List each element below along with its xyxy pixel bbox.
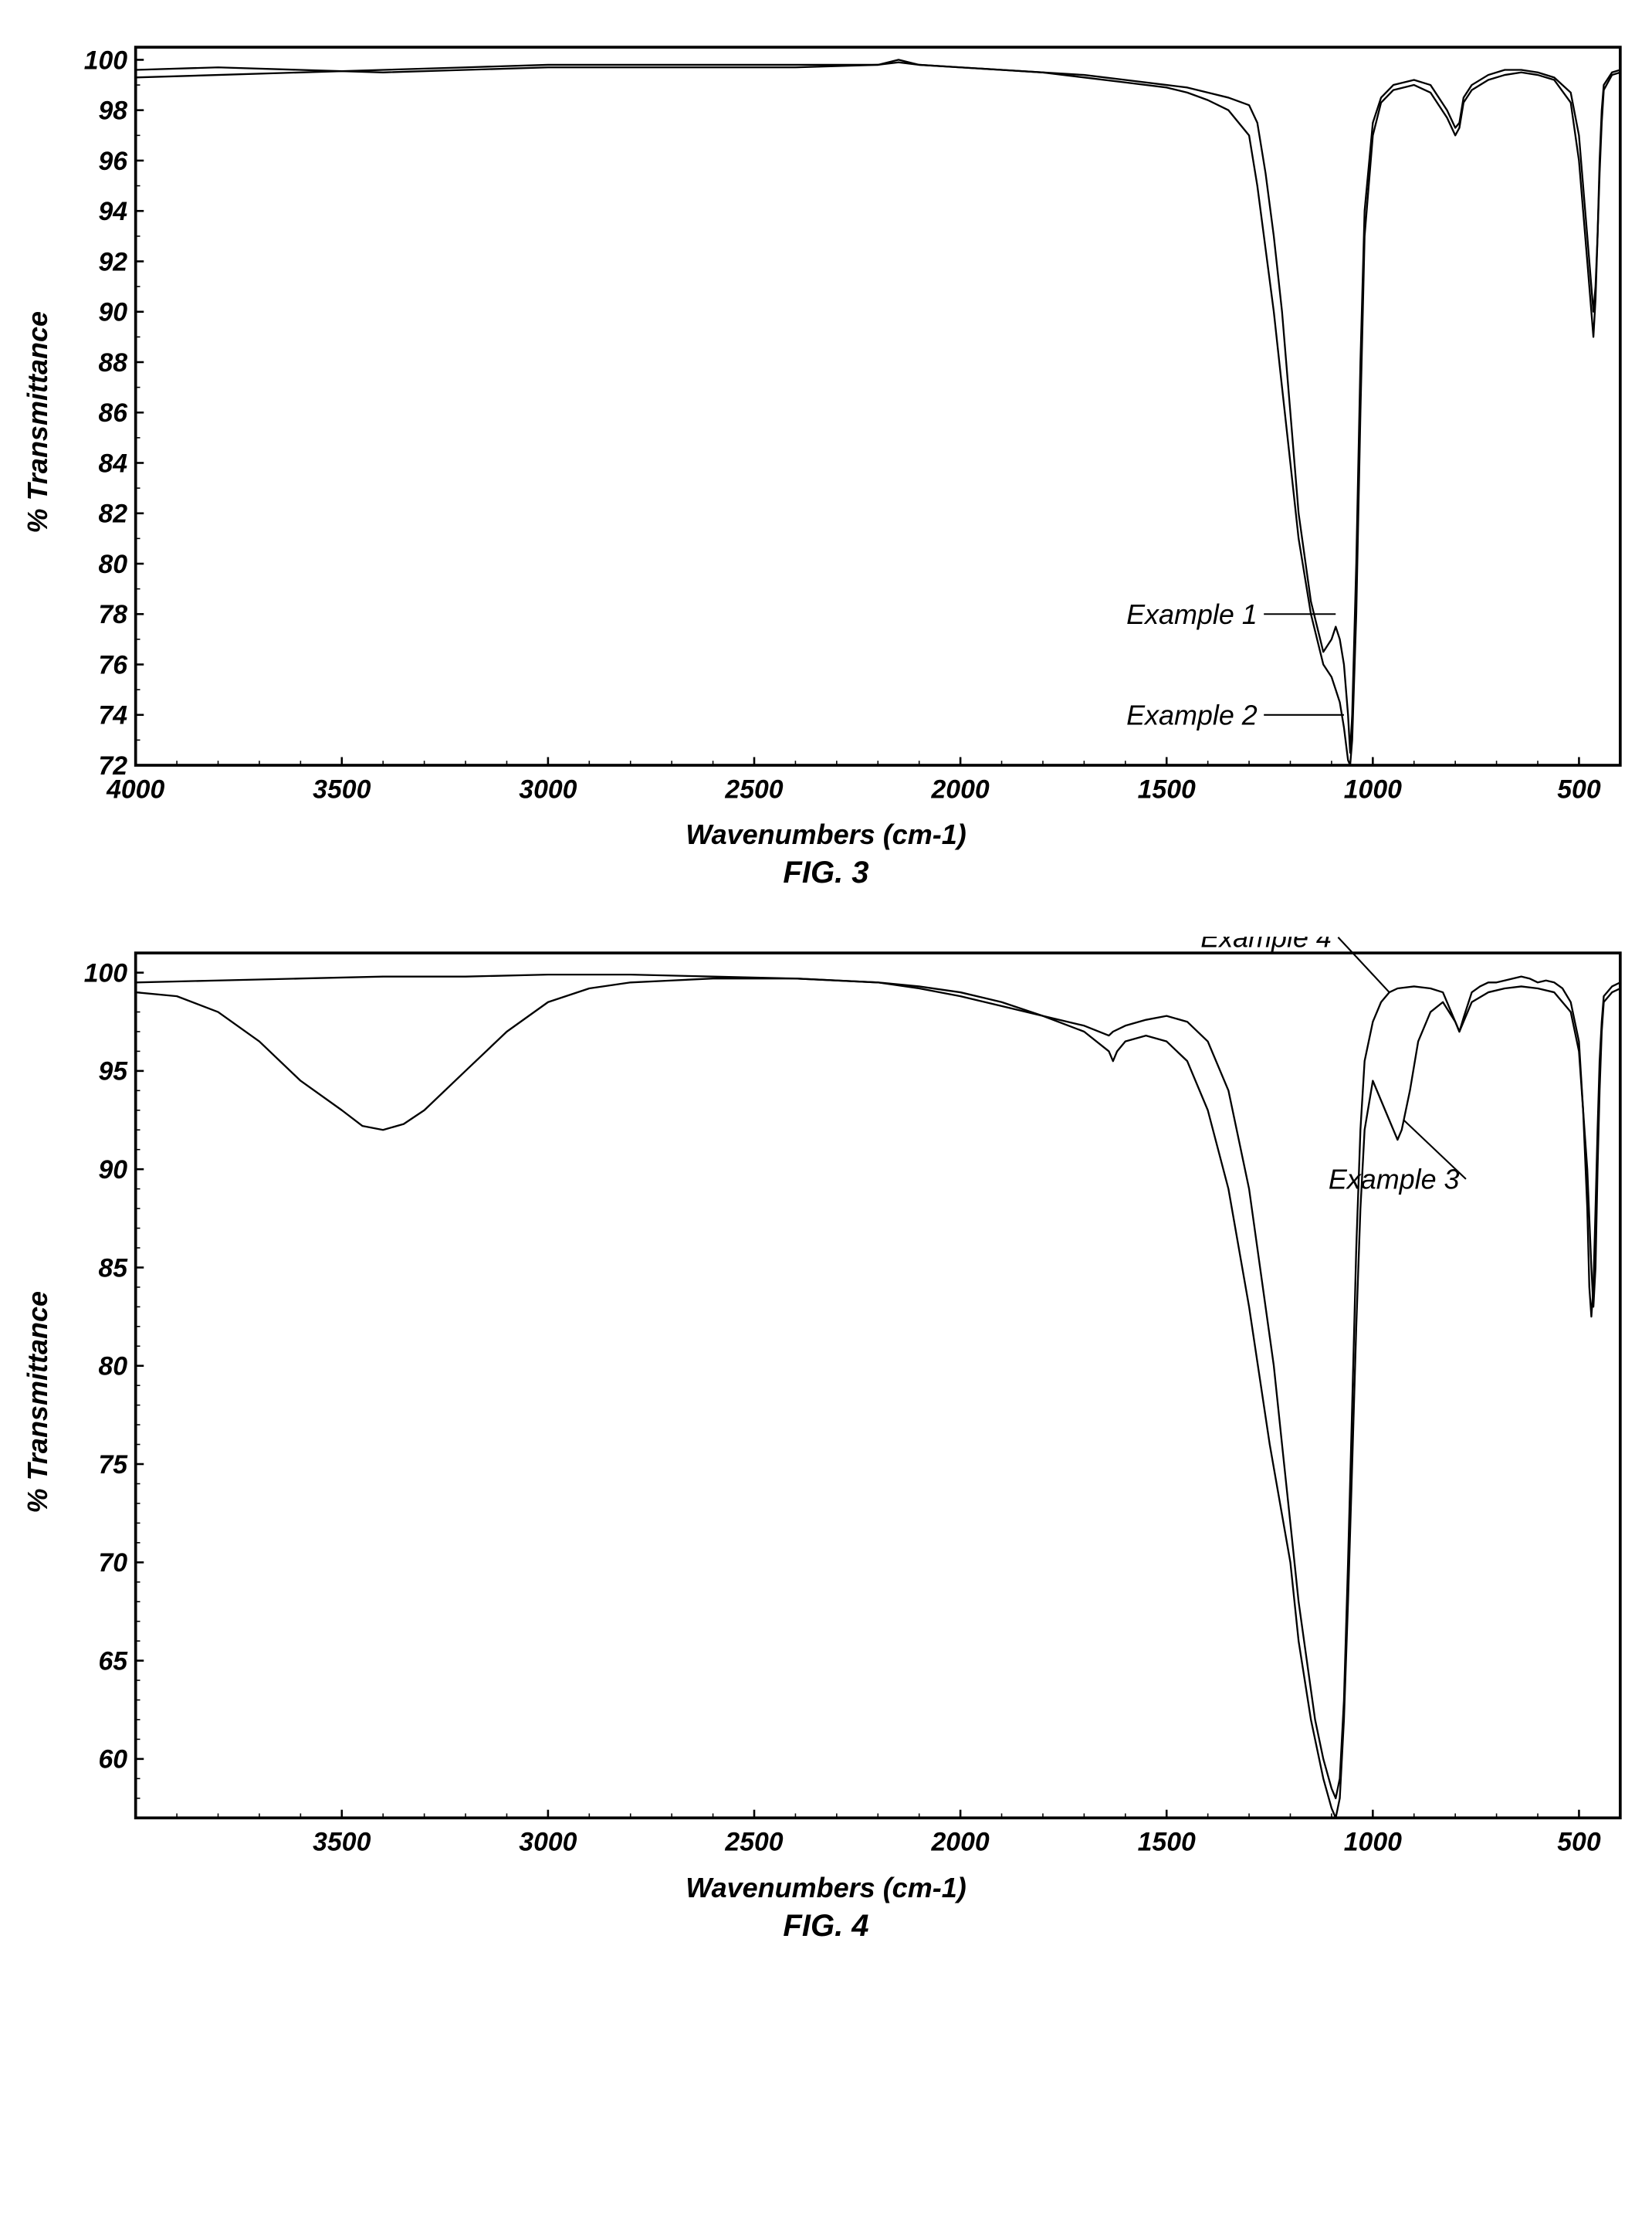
- svg-text:2500: 2500: [724, 1828, 783, 1857]
- svg-text:86: 86: [99, 398, 128, 428]
- svg-text:70: 70: [99, 1549, 128, 1578]
- figure-3-caption: FIG. 3: [783, 856, 868, 890]
- figure-4-svg: 3500 3000 2500 2000 1500 1000 500 100 95 90 85 80 75…: [54, 937, 1637, 1867]
- svg-text:2500: 2500: [724, 775, 783, 804]
- figure-3-plot: 4000350030002500200015001000500100989694…: [54, 31, 1637, 814]
- figure-4-row: % Transmittance 3500 3000 2500 2000 1500 1000…: [15, 937, 1637, 1867]
- figure-4: % Transmittance 3500 3000 2500 2000 1500 1000…: [15, 937, 1637, 1944]
- svg-text:Example 2: Example 2: [1126, 699, 1258, 730]
- svg-text:1000: 1000: [1344, 775, 1402, 804]
- figure-4-x-axis-label: Wavenumbers (cm-1): [686, 1872, 966, 1904]
- svg-text:88: 88: [99, 348, 128, 378]
- svg-text:90: 90: [99, 1155, 128, 1185]
- page: % Transmittance 400035003000250020001500…: [15, 31, 1637, 1944]
- figure-3-row: % Transmittance 400035003000250020001500…: [15, 31, 1637, 814]
- figure-4-caption: FIG. 4: [783, 1909, 868, 1944]
- svg-text:96: 96: [99, 147, 128, 176]
- svg-text:3000: 3000: [519, 775, 577, 804]
- svg-text:82: 82: [99, 500, 128, 529]
- svg-text:3500: 3500: [313, 1828, 371, 1857]
- svg-text:65: 65: [99, 1647, 129, 1676]
- figure-3-y-axis-label: % Transmittance: [15, 311, 54, 533]
- svg-text:74: 74: [99, 701, 128, 730]
- svg-text:100: 100: [84, 46, 128, 75]
- svg-text:72: 72: [99, 751, 128, 781]
- svg-text:90: 90: [99, 298, 128, 327]
- svg-text:94: 94: [99, 197, 128, 226]
- svg-text:2000: 2000: [931, 1828, 990, 1857]
- svg-text:75: 75: [99, 1450, 129, 1480]
- svg-text:84: 84: [99, 449, 128, 478]
- figure-3-x-axis-label: Wavenumbers (cm-1): [686, 819, 966, 851]
- svg-text:500: 500: [1557, 1828, 1601, 1857]
- svg-text:80: 80: [99, 1352, 128, 1381]
- svg-text:95: 95: [99, 1057, 129, 1086]
- svg-text:Example 4: Example 4: [1200, 937, 1332, 953]
- svg-text:85: 85: [99, 1254, 129, 1283]
- svg-text:3500: 3500: [313, 775, 371, 804]
- svg-text:98: 98: [99, 97, 128, 126]
- svg-text:Example 3: Example 3: [1329, 1164, 1460, 1195]
- svg-text:3000: 3000: [519, 1828, 577, 1857]
- svg-text:1000: 1000: [1344, 1828, 1402, 1857]
- svg-text:100: 100: [84, 959, 128, 988]
- svg-text:Example 1: Example 1: [1126, 598, 1258, 630]
- svg-text:92: 92: [99, 247, 128, 276]
- svg-text:76: 76: [99, 650, 128, 680]
- svg-text:1500: 1500: [1138, 1828, 1196, 1857]
- svg-text:2000: 2000: [931, 775, 990, 804]
- svg-text:78: 78: [99, 600, 128, 629]
- svg-text:1500: 1500: [1138, 775, 1196, 804]
- figure-4-plot: 3500 3000 2500 2000 1500 1000 500 100 95 90 85 80 75…: [54, 937, 1637, 1867]
- svg-text:60: 60: [99, 1745, 128, 1774]
- figure-3: % Transmittance 400035003000250020001500…: [15, 31, 1637, 890]
- svg-text:500: 500: [1557, 775, 1601, 804]
- svg-text:80: 80: [99, 550, 128, 579]
- figure-4-y-axis-label: % Transmittance: [15, 1291, 54, 1513]
- figure-3-svg: 4000350030002500200015001000500100989694…: [54, 31, 1637, 814]
